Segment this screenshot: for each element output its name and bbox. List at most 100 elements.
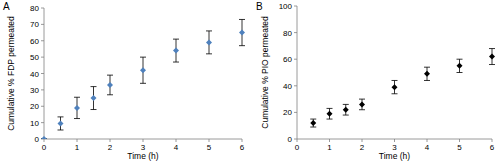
point (457, 63, 463, 69)
x-tick-label: 5 (207, 143, 212, 152)
x-tick (209, 139, 210, 142)
x-tick-label: 0 (42, 143, 47, 152)
error-cap (392, 80, 398, 81)
point (140, 67, 146, 73)
x-tick-label: 4 (425, 143, 430, 152)
y-tick-label: 100 (279, 2, 293, 11)
x-tick (44, 139, 45, 142)
point (173, 48, 179, 54)
point (74, 105, 80, 111)
y-tick-label: 50 (30, 53, 39, 62)
y-tick (41, 8, 44, 9)
error-cap (140, 83, 146, 84)
error-bar (239, 19, 245, 45)
y-tick (294, 59, 297, 60)
y-tick (294, 139, 297, 140)
y-axis (297, 6, 298, 139)
error-bar (91, 87, 97, 110)
error-bar (173, 39, 179, 62)
marks (310, 49, 495, 127)
error-cap (206, 53, 212, 54)
x-axis (297, 139, 492, 140)
y-tick-label: 60 (283, 55, 292, 64)
error-bar (457, 59, 463, 72)
error-cap (107, 75, 113, 76)
error-cap (173, 39, 179, 40)
y-tick (41, 73, 44, 74)
x-axis-title: Time (h) (127, 151, 158, 161)
error-cap (424, 67, 430, 68)
error-cap (489, 64, 495, 65)
error-cap (489, 48, 495, 49)
x-tick (362, 139, 363, 142)
error-bar (424, 67, 430, 80)
y-tick-label: 20 (283, 108, 292, 117)
point (343, 107, 349, 113)
y-tick-label: 80 (283, 29, 292, 38)
point (489, 54, 495, 60)
x-tick-label: 6 (240, 143, 245, 152)
x-axis-title: Time (h) (379, 151, 410, 161)
point (310, 120, 316, 126)
y-tick (294, 6, 297, 7)
x-tick (427, 139, 428, 142)
error-cap (310, 119, 316, 120)
error-cap (74, 97, 80, 98)
panel: A010203040506070800123456Time (h)Cumulat… (3, 1, 245, 161)
y-axis-title: Cumulative % PIO permeated (260, 16, 270, 129)
error-cap (359, 99, 365, 100)
y-axis (44, 8, 45, 139)
x-tick-label: 2 (360, 143, 365, 152)
y-tick-label: 70 (30, 20, 39, 29)
x-tick (176, 139, 177, 142)
y-tick (41, 40, 44, 41)
point (107, 82, 113, 88)
error-cap (392, 93, 398, 94)
error-bar (58, 117, 64, 130)
error-bar (140, 57, 146, 83)
x-tick (242, 139, 243, 142)
y-tick-label: 20 (30, 102, 39, 111)
error-cap (343, 115, 349, 116)
x-tick-label: 4 (174, 143, 179, 152)
y-tick (294, 112, 297, 113)
point (41, 136, 47, 139)
y-axis-title: Cumulative % FDP permeated (6, 16, 16, 131)
y-tick-label: 60 (30, 37, 39, 46)
point (424, 71, 430, 77)
y-tick (294, 85, 297, 86)
error-cap (58, 129, 64, 130)
error-cap (239, 19, 245, 20)
error-cap (74, 118, 80, 119)
y-tick-label: 40 (30, 70, 39, 79)
y-tick-label: 0 (35, 135, 40, 144)
error-bar (327, 108, 333, 119)
error-cap (327, 119, 333, 120)
y-tick-label: 40 (283, 82, 292, 91)
error-cap (327, 108, 333, 109)
y-tick (41, 106, 44, 107)
x-tick (329, 139, 330, 142)
point (91, 95, 97, 101)
error-cap (206, 30, 212, 31)
panel-label: B (256, 1, 263, 12)
error-bar (310, 119, 316, 127)
point (392, 84, 398, 90)
panel: B0204060801000123456Time (h)Cumulative %… (256, 1, 495, 161)
error-cap (91, 109, 97, 110)
x-tick-label: 5 (457, 143, 462, 152)
error-cap (310, 127, 316, 128)
y-tick (41, 24, 44, 25)
y-tick-label: 30 (30, 86, 39, 95)
x-tick (394, 139, 395, 142)
error-cap (343, 104, 349, 105)
x-tick (110, 139, 111, 142)
error-cap (239, 45, 245, 46)
point (327, 111, 333, 117)
marks (41, 19, 245, 139)
x-axis (44, 139, 242, 140)
error-cap (424, 80, 430, 81)
error-cap (91, 86, 97, 87)
x-tick-label: 2 (108, 143, 113, 152)
y-tick-label: 80 (30, 4, 39, 13)
